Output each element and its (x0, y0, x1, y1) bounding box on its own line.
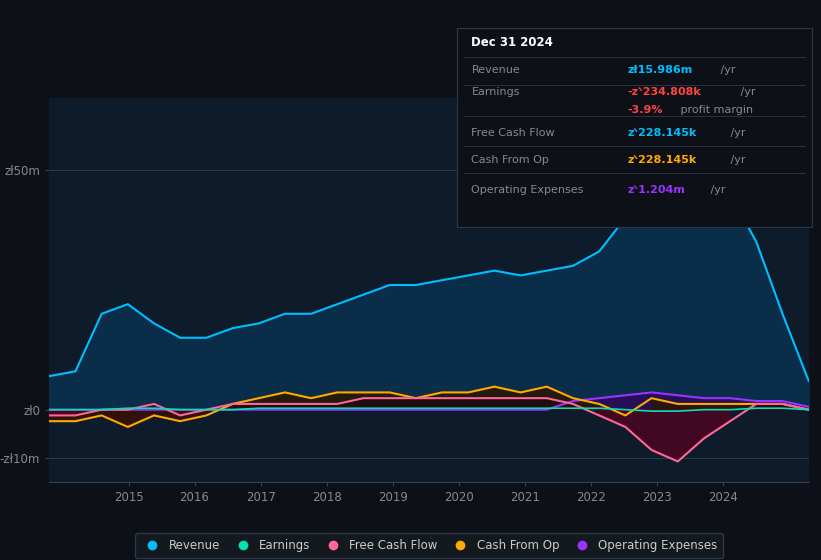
Text: profit margin: profit margin (677, 105, 754, 114)
Text: zᐠ228.145k: zᐠ228.145k (627, 128, 697, 138)
Text: /yr: /yr (736, 87, 755, 97)
Text: /yr: /yr (727, 155, 745, 165)
Text: Cash From Op: Cash From Op (471, 155, 549, 165)
Text: Earnings: Earnings (471, 87, 520, 97)
Text: Operating Expenses: Operating Expenses (471, 185, 584, 195)
Text: /yr: /yr (717, 65, 736, 74)
Text: /yr: /yr (727, 128, 745, 138)
Text: /yr: /yr (707, 185, 726, 195)
Text: -3.9%: -3.9% (627, 105, 663, 114)
Text: Free Cash Flow: Free Cash Flow (471, 128, 555, 138)
Text: zᐠ228.145k: zᐠ228.145k (627, 155, 697, 165)
Text: Dec 31 2024: Dec 31 2024 (471, 36, 553, 49)
Text: zł15.986m: zł15.986m (627, 65, 693, 74)
Text: Revenue: Revenue (471, 65, 521, 74)
Text: -zᐠ234.808k: -zᐠ234.808k (627, 87, 701, 97)
Legend: Revenue, Earnings, Free Cash Flow, Cash From Op, Operating Expenses: Revenue, Earnings, Free Cash Flow, Cash … (135, 533, 723, 558)
Text: zᐠ1.204m: zᐠ1.204m (627, 185, 686, 195)
